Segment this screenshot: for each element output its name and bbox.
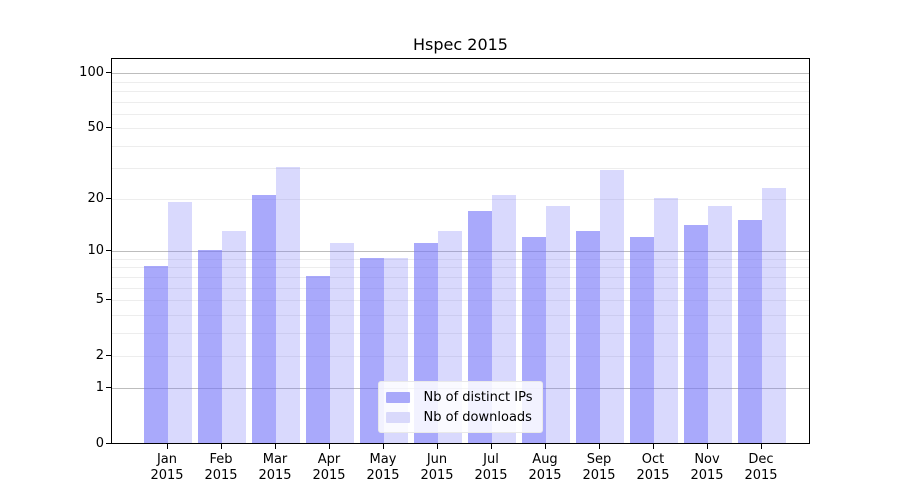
bar-apr-2015-downloads: [330, 243, 354, 443]
x-tick-label-jun-2015: Jun 2015: [420, 452, 454, 483]
minor-gridline-90: [112, 81, 809, 83]
legend-swatch-downloads: [385, 411, 410, 423]
x-tick-mark-oct-2015: [653, 444, 654, 449]
minor-gridline-6: [112, 287, 809, 289]
chart-title: Hspec 2015: [413, 35, 508, 54]
bar-sep-2015-distinct-ips: [576, 231, 600, 443]
y-tick-mark-100: [106, 72, 111, 74]
x-tick-label-nov-2015: Nov 2015: [690, 452, 724, 483]
minor-gridline-5: [112, 300, 809, 302]
x-tick-label-apr-2015: Apr 2015: [312, 452, 346, 483]
x-tick-mark-feb-2015: [221, 444, 222, 449]
bar-jan-2015-distinct-ips: [144, 266, 168, 443]
y-tick-mark-50: [106, 127, 111, 129]
y-tick-label-10: 10: [87, 243, 104, 259]
x-tick-label-dec-2015: Dec 2015: [744, 452, 778, 483]
y-tick-mark-0: [106, 443, 111, 444]
legend: Nb of distinct IPs Nb of downloads: [377, 381, 544, 433]
x-tick-mark-apr-2015: [329, 444, 330, 449]
bar-jan-2015-downloads: [168, 202, 192, 443]
bar-sep-2015-downloads: [600, 170, 624, 443]
plot-area: Nb of distinct IPs Nb of downloads: [111, 58, 810, 444]
x-tick-label-sep-2015: Sep 2015: [582, 452, 616, 483]
bar-mar-2015-downloads: [276, 167, 300, 443]
minor-gridline-70: [112, 101, 809, 103]
y-tick-label-5: 5: [95, 292, 104, 308]
x-tick-mark-jul-2015: [491, 444, 492, 449]
y-tick-mark-20: [106, 198, 111, 200]
minor-gridline-40: [112, 145, 809, 147]
bar-aug-2015-downloads: [546, 206, 570, 443]
y-tick-label-100: 100: [79, 65, 104, 81]
legend-label-distinct-ips: Nb of distinct IPs: [423, 389, 533, 405]
legend-swatch-distinct-ips: [385, 391, 410, 403]
y-tick-mark-2: [106, 354, 111, 356]
major-gridline-100: [112, 73, 809, 75]
x-tick-mark-mar-2015: [275, 444, 276, 449]
bar-dec-2015-distinct-ips: [738, 220, 762, 443]
bar-nov-2015-distinct-ips: [684, 225, 708, 443]
y-tick-mark-10: [106, 250, 111, 252]
x-tick-mark-dec-2015: [761, 444, 762, 449]
x-tick-mark-aug-2015: [545, 444, 546, 449]
bar-feb-2015-downloads: [222, 231, 246, 443]
x-tick-label-jan-2015: Jan 2015: [150, 452, 184, 483]
bar-dec-2015-downloads: [762, 188, 786, 443]
bar-apr-2015-distinct-ips: [306, 276, 330, 443]
minor-gridline-7: [112, 276, 809, 278]
minor-gridline-30: [112, 168, 809, 170]
x-tick-label-oct-2015: Oct 2015: [636, 452, 670, 483]
minor-gridline-60: [112, 113, 809, 115]
minor-gridline-8: [112, 267, 809, 269]
minor-gridline-2: [112, 355, 809, 357]
x-tick-label-may-2015: May 2015: [366, 452, 400, 483]
legend-label-downloads: Nb of downloads: [423, 409, 532, 425]
major-gridline-10: [112, 251, 809, 253]
x-tick-label-aug-2015: Aug 2015: [528, 452, 562, 483]
x-tick-mark-jun-2015: [437, 444, 438, 449]
y-tick-mark-5: [106, 299, 111, 301]
minor-gridline-4: [112, 314, 809, 316]
minor-gridline-80: [112, 90, 809, 92]
bar-mar-2015-distinct-ips: [252, 195, 276, 443]
minor-gridline-20: [112, 199, 809, 201]
bar-oct-2015-distinct-ips: [630, 237, 654, 443]
y-tick-label-1: 1: [95, 380, 104, 396]
y-tick-label-20: 20: [87, 191, 104, 207]
bar-oct-2015-downloads: [654, 198, 678, 443]
x-tick-label-feb-2015: Feb 2015: [204, 452, 238, 483]
x-tick-mark-may-2015: [383, 444, 384, 449]
x-tick-mark-sep-2015: [599, 444, 600, 449]
bar-feb-2015-distinct-ips: [198, 250, 222, 443]
bar-nov-2015-downloads: [708, 206, 732, 443]
legend-row-downloads: Nb of downloads: [385, 407, 533, 427]
minor-gridline-3: [112, 332, 809, 334]
y-tick-mark-1: [106, 387, 111, 389]
x-tick-label-jul-2015: Jul 2015: [474, 452, 508, 483]
minor-gridline-50: [112, 128, 809, 130]
x-tick-label-mar-2015: Mar 2015: [258, 452, 292, 483]
y-tick-label-0: 0: [95, 436, 104, 451]
legend-row-distinct-ips: Nb of distinct IPs: [385, 387, 533, 407]
x-tick-mark-jan-2015: [167, 444, 168, 449]
x-tick-mark-nov-2015: [707, 444, 708, 449]
y-tick-label-2: 2: [95, 347, 104, 363]
minor-gridline-9: [112, 259, 809, 260]
y-tick-label-50: 50: [87, 120, 104, 136]
